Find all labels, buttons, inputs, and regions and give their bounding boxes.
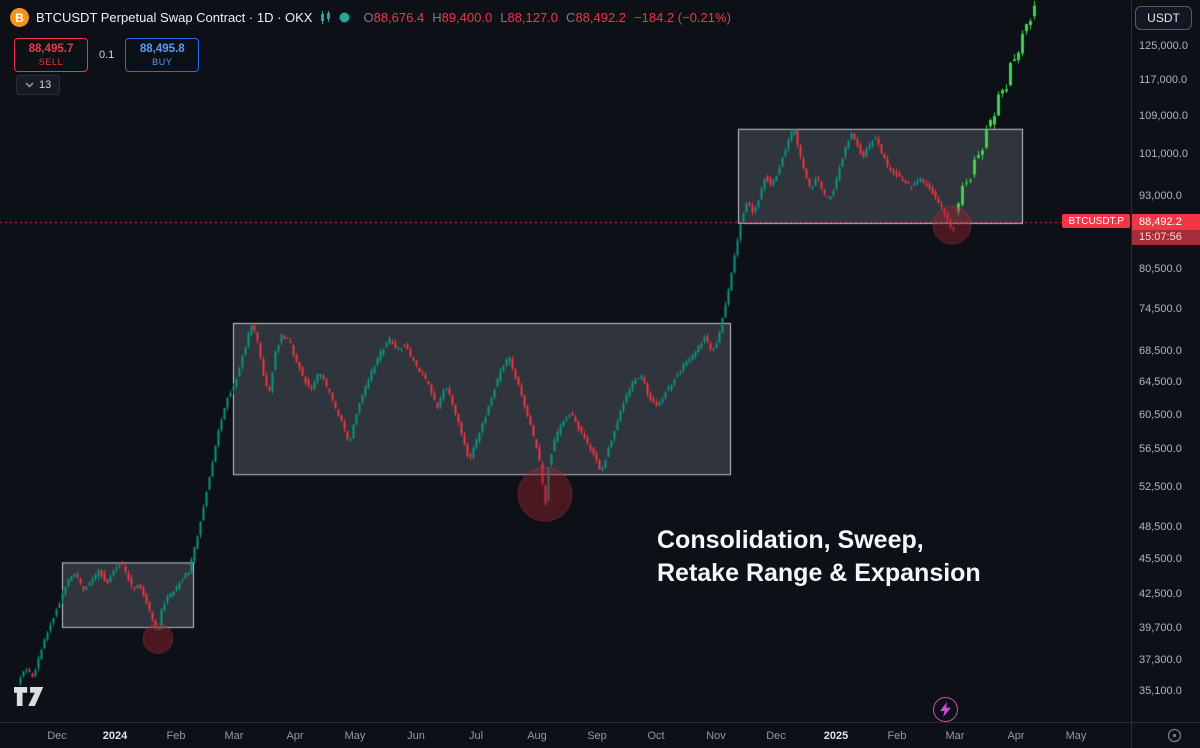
buy-price: 88,495.8	[139, 43, 185, 56]
time-axis-label: Mar	[224, 730, 244, 742]
current-price-label: 88,492.2	[1132, 214, 1200, 231]
price-axis-label: 52,500.0	[1139, 480, 1182, 493]
price-axis-label: 60,500.0	[1139, 408, 1182, 421]
time-axis-label: Aug	[527, 730, 547, 742]
time-axis-label: Apr	[286, 730, 304, 742]
price-axis-label: 109,000.0	[1139, 109, 1188, 122]
sell-button[interactable]: 88,495.7 SELL	[14, 38, 88, 72]
price-axis-label: 37,300.0	[1139, 654, 1182, 667]
price-axis-label: 117,000.0	[1139, 73, 1188, 86]
market-status-icon	[339, 12, 350, 23]
time-axis-label: Oct	[647, 730, 665, 742]
axes-corner	[1131, 722, 1200, 748]
time-axis-label: Nov	[706, 730, 726, 742]
price-change: −184.2 (−0.21%)	[634, 10, 731, 25]
annotation-text[interactable]: Consolidation, Sweep, Retake Range & Exp…	[657, 526, 981, 587]
price-axis-label: 125,000.0	[1139, 40, 1188, 52]
time-axis-label: Dec	[47, 730, 67, 742]
price-axis-label: 56,500.0	[1139, 443, 1182, 456]
time-axis-label: Jun	[407, 730, 425, 742]
trade-widget: 88,495.7 SELL 0.1 88,495.8 BUY	[14, 38, 200, 72]
current-price-symbol-tag: BTCUSDT.P	[1062, 214, 1130, 229]
time-axis-label: Feb	[166, 730, 186, 742]
time-axis-label: Apr	[1007, 730, 1025, 742]
price-axis-label: 101,000.0	[1139, 148, 1188, 161]
spark-icon[interactable]	[933, 697, 958, 722]
tradingview-logo[interactable]	[14, 687, 48, 711]
indicators-collapse-pill[interactable]: 13	[16, 75, 61, 95]
chart-legend: B BTCUSDT Perpetual Swap Contract · 1D ·…	[10, 8, 731, 27]
time-axis-label: Mar	[945, 730, 965, 742]
candle-countdown: 15:07:56	[1132, 230, 1200, 246]
price-axis[interactable]: 125,000.0 117,000.0 109,000.0 101,000.0 93,0…	[1131, 0, 1200, 722]
chart-canvas[interactable]	[0, 0, 1131, 722]
chart-type-icon	[319, 11, 332, 24]
symbol-title[interactable]: BTCUSDT Perpetual Swap Contract · 1D · O…	[36, 10, 313, 25]
time-axis-label: 2025	[823, 730, 849, 742]
time-axis-label: Jul	[468, 730, 484, 742]
sell-price: 88,495.7	[28, 43, 74, 56]
time-axis-label: May	[344, 730, 366, 742]
price-axis-label: 48,500.0	[1139, 520, 1182, 533]
price-axis-label: 74,500.0	[1139, 302, 1182, 315]
bitcoin-icon: B	[10, 8, 29, 27]
price-axis-label: 68,500.0	[1139, 345, 1182, 358]
indicator-count: 13	[39, 79, 52, 91]
ohlc-values: O88,676.4 H89,400.0 L88,127.0 C88,492.2 …	[363, 10, 731, 25]
time-axis-label: 2024	[102, 730, 128, 742]
time-axis-label: Sep	[587, 730, 607, 742]
price-axis-label: 39,700.0	[1139, 622, 1182, 635]
chevron-down-icon	[25, 82, 34, 88]
time-axis-label: Dec	[766, 730, 786, 742]
price-axis-label: 42,500.0	[1139, 587, 1182, 600]
timezone-clock-icon[interactable]	[1167, 728, 1182, 743]
price-axis-label: 35,100.0	[1139, 685, 1182, 697]
price-axis-label: 45,500.0	[1139, 553, 1182, 566]
time-axis-label: Feb	[887, 730, 907, 742]
time-axis-label: May	[1065, 730, 1087, 742]
price-axis-label: 80,500.0	[1139, 263, 1182, 276]
time-axis[interactable]: Dec 2024 Feb Mar Apr May Jun Jul Aug Sep Oct Nov Dec…	[0, 722, 1131, 748]
currency-usdt-button[interactable]: USDT	[1135, 6, 1192, 30]
quantity-value[interactable]: 0.1	[99, 49, 115, 61]
price-axis-label: 93,000.0	[1139, 190, 1182, 203]
buy-button[interactable]: 88,495.8 BUY	[125, 38, 200, 72]
price-axis-label: 64,500.0	[1139, 376, 1182, 388]
